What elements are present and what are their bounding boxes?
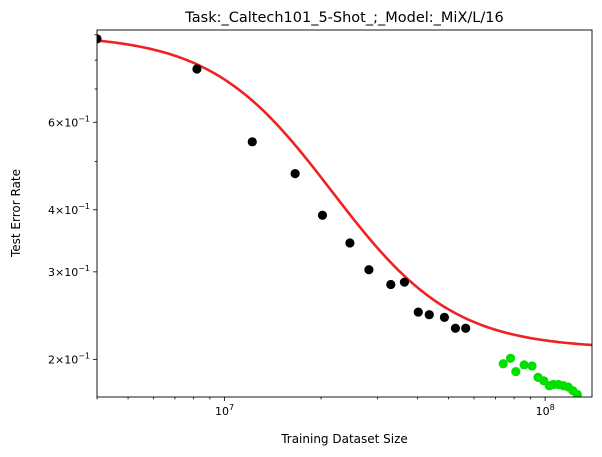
chart-title: Task:_Caltech101_5-Shot_;_Model:_MiX/L/1… xyxy=(184,10,503,26)
x-axis-label: Training Dataset Size xyxy=(280,432,408,446)
axes-frame xyxy=(96,29,593,398)
observed-point-13 xyxy=(461,323,471,333)
holdout-point-1 xyxy=(505,353,516,363)
holdout-point-4 xyxy=(527,361,537,371)
observed-point-7 xyxy=(386,279,396,290)
fit-curve xyxy=(97,39,592,347)
holdout-point-2 xyxy=(511,366,521,377)
holdout-point-3 xyxy=(519,360,529,370)
observed-point-6 xyxy=(364,265,374,275)
observed-point-2 xyxy=(247,137,257,147)
observed-point-9 xyxy=(413,307,423,317)
holdout-point-13 xyxy=(572,389,582,397)
y-tick-label-1: 3×10−1 xyxy=(48,264,90,279)
observed-point-8 xyxy=(399,277,410,287)
observed-point-1 xyxy=(192,64,202,74)
observed-point-5 xyxy=(345,238,355,248)
x-tick-label-0: 107 xyxy=(215,403,234,418)
observed-point-4 xyxy=(317,210,328,220)
y-axis-label: Test Error Rate xyxy=(9,169,23,258)
observed-point-11 xyxy=(439,312,450,322)
axis-ticks: 107 108 2×10−1 3×10−1 4×10−1 6×10−1 xyxy=(48,34,555,418)
observed-point-10 xyxy=(424,310,434,320)
x-tick-label-1: 108 xyxy=(536,403,555,418)
plot-area xyxy=(97,34,592,397)
y-tick-label-0: 2×10−1 xyxy=(48,351,90,366)
observed-point-3 xyxy=(290,168,300,179)
observed-point-12 xyxy=(450,323,461,333)
y-tick-label-2: 4×10−1 xyxy=(48,202,90,217)
y-tick-label-3: 6×10−1 xyxy=(48,114,90,129)
observed-point-0 xyxy=(97,34,102,44)
holdout-point-0 xyxy=(498,359,508,369)
